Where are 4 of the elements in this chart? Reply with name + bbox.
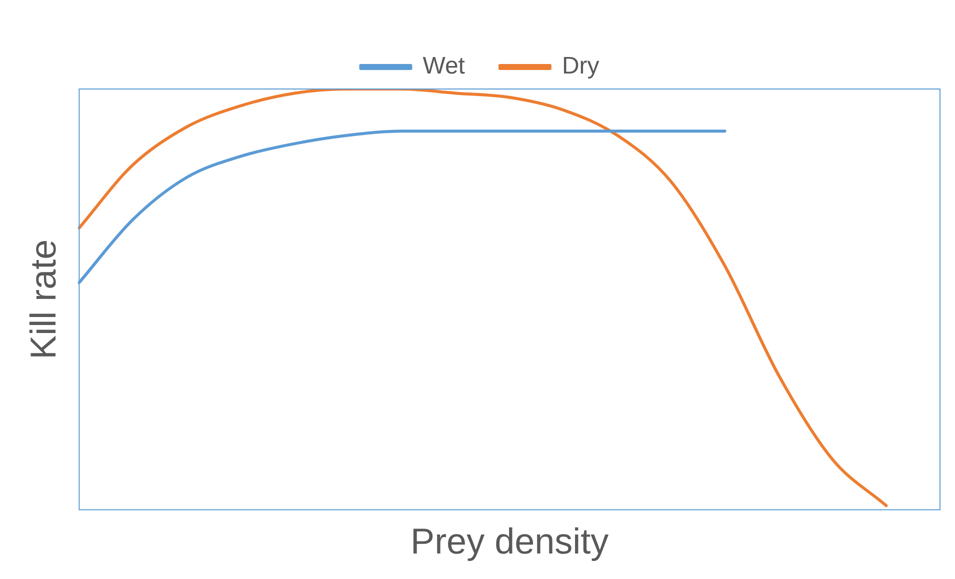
x-axis-title: Prey density (410, 520, 609, 562)
legend-label: Wet (422, 52, 466, 80)
y-axis-title: Kill rate (22, 239, 64, 360)
legend-label: Dry (562, 52, 600, 80)
